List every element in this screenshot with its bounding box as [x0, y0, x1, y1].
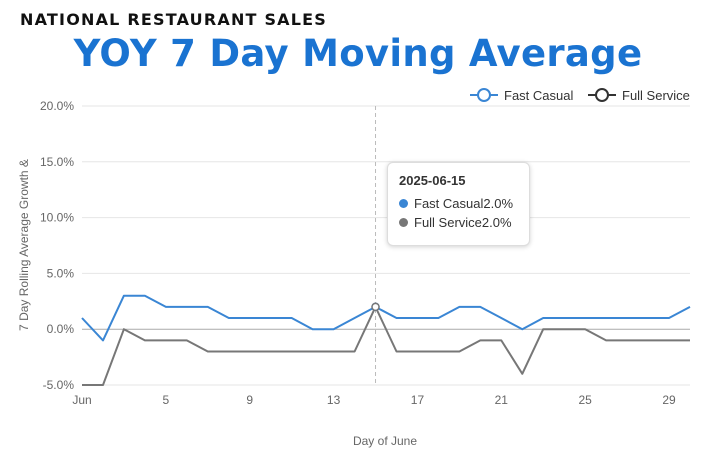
- x-tick-label: 29: [662, 393, 676, 407]
- hover-point: [371, 302, 380, 312]
- y-tick-label: 5.0%: [47, 266, 75, 280]
- x-tick-label: 9: [246, 393, 253, 407]
- tooltip-value: 2.0%: [483, 196, 514, 211]
- fast-casual-dot-icon: [399, 199, 408, 208]
- legend-label: Fast Casual: [504, 88, 573, 103]
- y-tick-label: 20.0%: [40, 99, 74, 113]
- y-axis-ticks: -5.0% 0.0% 5.0% 10.0% 15.0% 20.0%: [40, 99, 74, 392]
- series-line-fast-casual: [81, 294, 691, 342]
- x-tick-label: 13: [327, 393, 341, 407]
- tooltip-label: Full Service: [414, 215, 482, 230]
- series-line-full-service: [82, 305, 690, 386]
- legend-marker-icon: [595, 88, 609, 102]
- full-service-dot-icon: [399, 218, 408, 227]
- legend-marker-icon: [477, 88, 491, 102]
- y-tick-label: 15.0%: [40, 155, 74, 169]
- series-lines: [81, 294, 691, 386]
- chart-title: YOY 7 Day Moving Average: [73, 32, 643, 75]
- tooltip-value: 2.0%: [481, 215, 512, 230]
- x-tick-label: Jun: [72, 393, 91, 407]
- y-tick-label: -5.0%: [43, 378, 75, 392]
- y-tick-label: 10.0%: [40, 211, 74, 225]
- grid-lines: [82, 105, 690, 386]
- x-tick-label: 25: [578, 393, 592, 407]
- legend[interactable]: Fast Casual Full Service: [470, 88, 690, 103]
- tooltip-label: Fast Casual: [414, 196, 484, 211]
- legend-item-fast-casual[interactable]: Fast Casual: [470, 88, 573, 103]
- x-axis-title: Day of June: [353, 434, 417, 448]
- hover-markers: [371, 302, 380, 312]
- x-axis-ticks: Jun 5 9 13 17 21 25 29: [72, 393, 676, 407]
- tooltip-row-fast-casual: Fast Casual 2.0%: [399, 194, 518, 213]
- x-tick-label: 17: [411, 393, 425, 407]
- tooltip-date: 2025-06-15: [399, 173, 466, 188]
- chart-eyebrow: NATIONAL RESTAURANT SALES: [20, 10, 327, 29]
- legend-label: Full Service: [622, 88, 690, 103]
- chart-tooltip: 2025-06-15 Fast Casual 2.0% Full Service…: [387, 162, 530, 246]
- tooltip-row-full-service: Full Service 2.0%: [399, 213, 518, 232]
- x-tick-label: 21: [495, 393, 509, 407]
- y-tick-label: 0.0%: [47, 322, 75, 336]
- x-tick-label: 5: [163, 393, 170, 407]
- legend-item-full-service[interactable]: Full Service: [588, 88, 690, 103]
- y-axis-title: 7 Day Rolling Average Growth &: [17, 159, 31, 331]
